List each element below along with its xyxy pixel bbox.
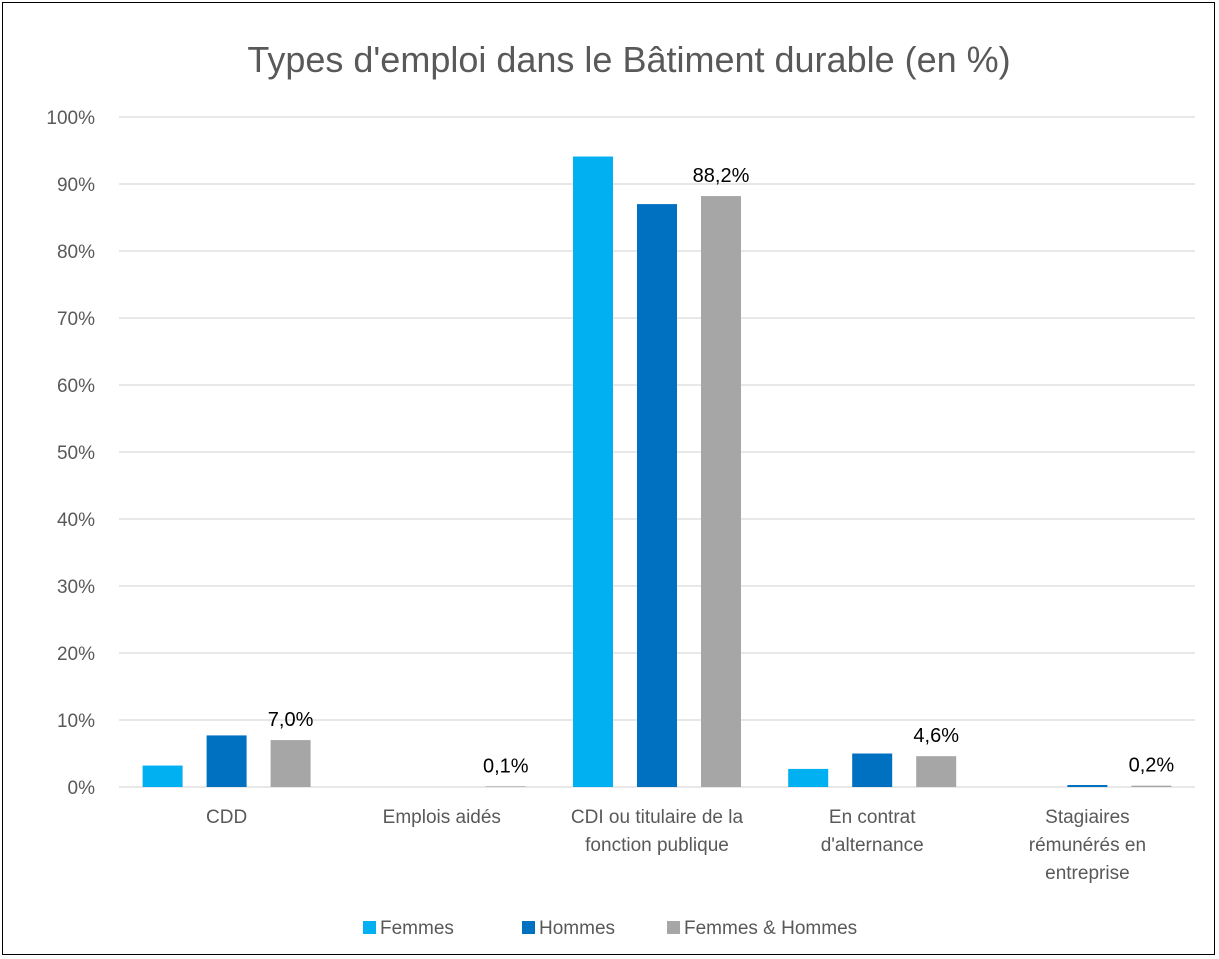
category-label: Stagiaires rémunérés en entreprise <box>1029 807 1146 884</box>
bar <box>916 756 957 787</box>
y-tick-label: 40% <box>57 510 95 531</box>
category-label: CDI ou titulaire de la fonction publique <box>571 807 744 856</box>
y-tick-label: 30% <box>57 577 95 598</box>
bar <box>573 156 613 787</box>
x-axis-categories: CDD Emplois aidés CDI ou titulaire de la fo… <box>206 807 1146 884</box>
data-label: 0,1% <box>483 755 529 777</box>
chart-canvas: Types d'emploi dans le Bâtiment durable … <box>46 39 1195 939</box>
data-label: 88,2% <box>693 165 750 187</box>
y-tick-label: 10% <box>57 711 95 732</box>
category-label: Emplois aidés <box>383 807 501 828</box>
y-tick-label: 90% <box>57 175 95 196</box>
bar <box>270 740 311 787</box>
bar <box>637 204 677 788</box>
bar <box>142 765 183 787</box>
bars <box>142 156 1172 788</box>
legend-swatch <box>363 921 376 934</box>
legend-swatch <box>522 921 535 934</box>
y-tick-label: 20% <box>57 644 95 665</box>
y-axis-ticks: 0% 10% 20% 30% 40% 50% 60% 70% 80% 90% 100% <box>46 108 95 799</box>
legend-label: Femmes & Hommes <box>684 918 857 939</box>
y-tick-label: 80% <box>57 242 95 263</box>
data-label: 7,0% <box>268 709 314 731</box>
y-tick-label: 100% <box>46 108 95 129</box>
legend-label: Femmes <box>380 918 454 939</box>
data-label: 4,6% <box>913 725 959 747</box>
data-labels: 7,0% 0,1% 88,2% 4,6% 0,2% <box>268 165 1175 777</box>
legend: Femmes Hommes Femmes & Hommes <box>363 918 857 939</box>
y-tick-label: 60% <box>57 376 95 397</box>
bar <box>788 768 829 787</box>
legend-swatch <box>667 921 680 934</box>
bar <box>701 196 741 787</box>
bar <box>206 735 247 787</box>
category-label: En contrat d'alternance <box>821 807 924 856</box>
bar <box>852 753 893 787</box>
y-tick-label: 0% <box>68 778 96 799</box>
y-tick-label: 50% <box>57 443 95 464</box>
legend-label: Hommes <box>539 918 615 939</box>
bar <box>1131 785 1172 787</box>
data-label: 0,2% <box>1129 755 1175 777</box>
y-tick-label: 70% <box>57 309 95 330</box>
chart-title: Types d'emploi dans le Bâtiment durable … <box>247 39 1010 80</box>
bar <box>1067 784 1108 787</box>
category-label: CDD <box>206 807 247 828</box>
bar <box>485 786 526 787</box>
